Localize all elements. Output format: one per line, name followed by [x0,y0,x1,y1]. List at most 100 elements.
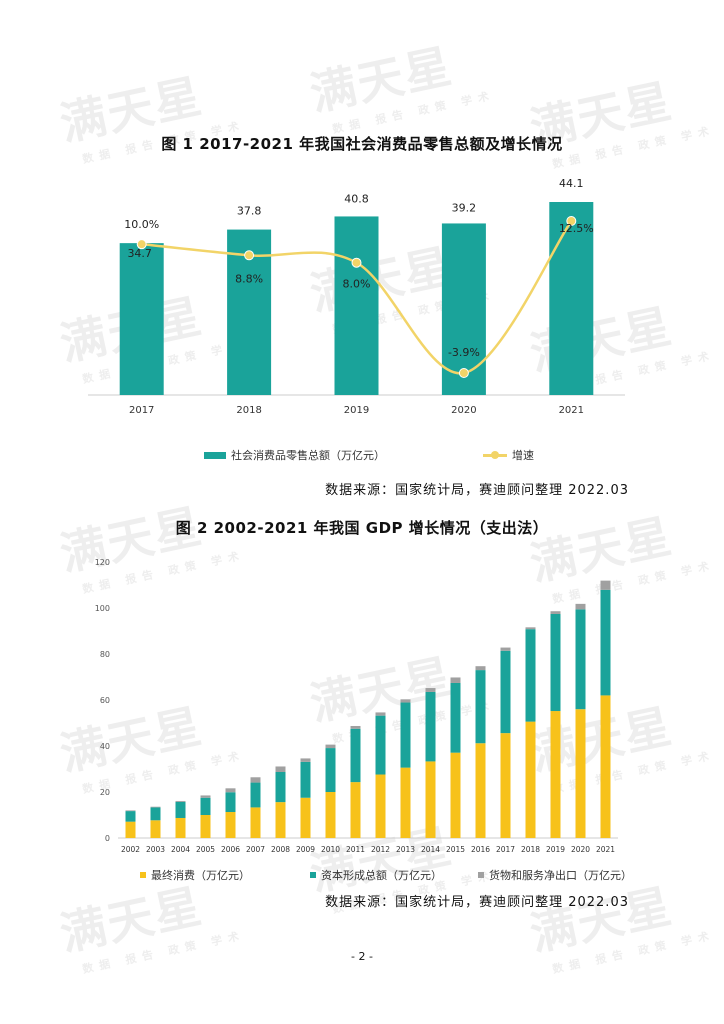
x-tick-label: 2018 [236,405,261,416]
legend-item-growth: 增速 [483,447,534,463]
bar-segment-net-exports-2018 [525,627,536,630]
bar-segment-capital-2017 [500,650,511,734]
bar-segment-consumption-2015 [450,752,461,838]
bar-segment-consumption-2005 [200,815,211,838]
chart2-source: 数据来源：国家统计局，赛迪顾问整理 2022.03 [325,895,629,910]
y-tick-label: 0 [105,834,110,843]
x-tick-label: 2017 [129,405,154,416]
bar-segment-consumption-2012 [375,774,386,838]
bar-segment-net-exports-2003 [150,806,161,808]
watermark-brand: 满天星 [305,38,458,122]
y-tick-label: 100 [95,604,110,613]
bar-segment-net-exports-2016 [475,666,486,671]
bar-segment-consumption-2016 [475,743,486,838]
legend-label-final-consumption: 最终消费（万亿元） [151,869,250,882]
bar-segment-capital-2018 [525,629,536,722]
data-label-growth: 12.5% [559,222,594,235]
x-tick-label: 2013 [396,845,415,854]
x-tick-label: 2021 [559,405,584,416]
bar-segment-capital-2012 [375,715,386,775]
bar-segment-capital-2011 [350,728,361,783]
data-label-growth: 8.8% [235,272,263,285]
bar-retail-sales-2021 [549,202,594,395]
bar-segment-consumption-2007 [250,807,261,838]
growth-point-2018 [244,250,255,261]
bar-segment-net-exports-2011 [350,725,361,729]
bar-retail-sales-2019 [334,216,379,395]
x-tick-label: 2006 [221,845,240,854]
data-label-growth: 8.0% [343,278,371,291]
chart2-svg: 0 20 40 60 80 100 120 2002 2003 2004 2005 2006 2007 2… [95,558,618,854]
x-tick-label: 2002 [121,845,140,854]
bar-segment-capital-2003 [150,807,161,821]
x-tick-label: 2016 [471,845,490,854]
bar-segment-consumption-2021 [600,695,611,838]
bar-segment-capital-2013 [400,702,411,768]
bar-segment-consumption-2017 [500,733,511,838]
bar-segment-capital-2020 [575,609,586,710]
bar-segment-consumption-2019 [550,711,561,838]
y-tick-label: 40 [100,742,110,751]
x-tick-label: 2018 [521,845,540,854]
bar-segment-capital-2008 [275,771,286,803]
watermark: 满天星 数据 报告 政策 学术 [523,57,716,175]
bar-segment-consumption-2013 [400,767,411,838]
data-label-growth: 10.0% [124,218,159,231]
bar-segment-consumption-2018 [525,721,536,838]
chart2-legend: 最终消费（万亿元） 资本形成总额（万亿元） 货物和服务净出口（万亿元） [140,867,648,883]
bar-segment-capital-2006 [225,792,236,813]
bar-segment-net-exports-2007 [250,777,261,783]
bar-segment-net-exports-2005 [200,795,211,798]
bar-segment-net-exports-2020 [575,603,586,610]
x-tick-label: 2014 [421,845,440,854]
bar-segment-capital-2019 [550,613,561,712]
legend-swatch-teal [310,872,316,878]
bar-segment-consumption-2011 [350,782,361,838]
bar-segment-consumption-2002 [125,821,136,838]
bar-segment-capital-2005 [200,797,211,815]
y-tick-label: 120 [95,558,110,567]
data-label-retail-sales: 37.8 [237,205,262,218]
x-tick-label: 2010 [321,845,340,854]
bar-segment-consumption-2009 [300,797,311,838]
x-tick-label: 2020 [451,405,476,416]
bar-segment-capital-2021 [600,589,611,696]
bar-segment-net-exports-2009 [300,758,311,762]
bar-segment-net-exports-2013 [400,699,411,703]
bar-segment-consumption-2003 [150,820,161,838]
bar-segment-consumption-2004 [175,817,186,838]
data-label-retail-sales: 34.7 [127,247,152,260]
bar-segment-capital-2015 [450,682,461,753]
x-tick-label: 2019 [546,845,565,854]
x-tick-label: 2007 [246,845,265,854]
legend-swatch-teal [204,451,226,459]
data-label-retail-sales: 39.2 [452,201,477,214]
page-number: - 2 - [351,950,373,963]
legend-swatch-orange [140,872,146,878]
bar-segment-net-exports-2021 [600,580,611,590]
bar-segment-net-exports-2014 [425,688,436,692]
growth-point-2021 [566,216,577,226]
bar-segment-net-exports-2004 [175,800,186,802]
x-tick-label: 2004 [171,845,190,854]
chart1-source: 数据来源：国家统计局，赛迪顾问整理 2022.03 [325,483,629,498]
bar-segment-net-exports-2019 [550,611,561,614]
chart1-legend: 社会消费品零售总额（万亿元） 增速 [204,447,550,463]
bar-segment-consumption-2006 [225,812,236,838]
data-label-retail-sales: 40.8 [344,192,369,205]
bar-segment-capital-2016 [475,670,486,744]
growth-point-2020 [458,368,469,378]
data-label-growth: -3.9% [448,346,480,359]
x-tick-label: 2008 [271,845,290,854]
chart2-title: 图 2 2002-2021 年我国 GDP 增长情况（支出法） [175,519,549,537]
bar-segment-net-exports-2017 [500,647,511,651]
legend-swatch-line [483,450,507,459]
bar-segment-net-exports-2006 [225,788,236,793]
legend-item-retail-sales: 社会消费品零售总额（万亿元） [204,447,385,463]
x-tick-label: 2009 [296,845,315,854]
growth-line [141,220,573,375]
bar-segment-consumption-2014 [425,761,436,838]
growth-point-2019 [351,257,362,268]
watermark: 满天星 数据 报告 政策 学术 [303,22,496,140]
y-tick-label: 80 [100,650,110,659]
